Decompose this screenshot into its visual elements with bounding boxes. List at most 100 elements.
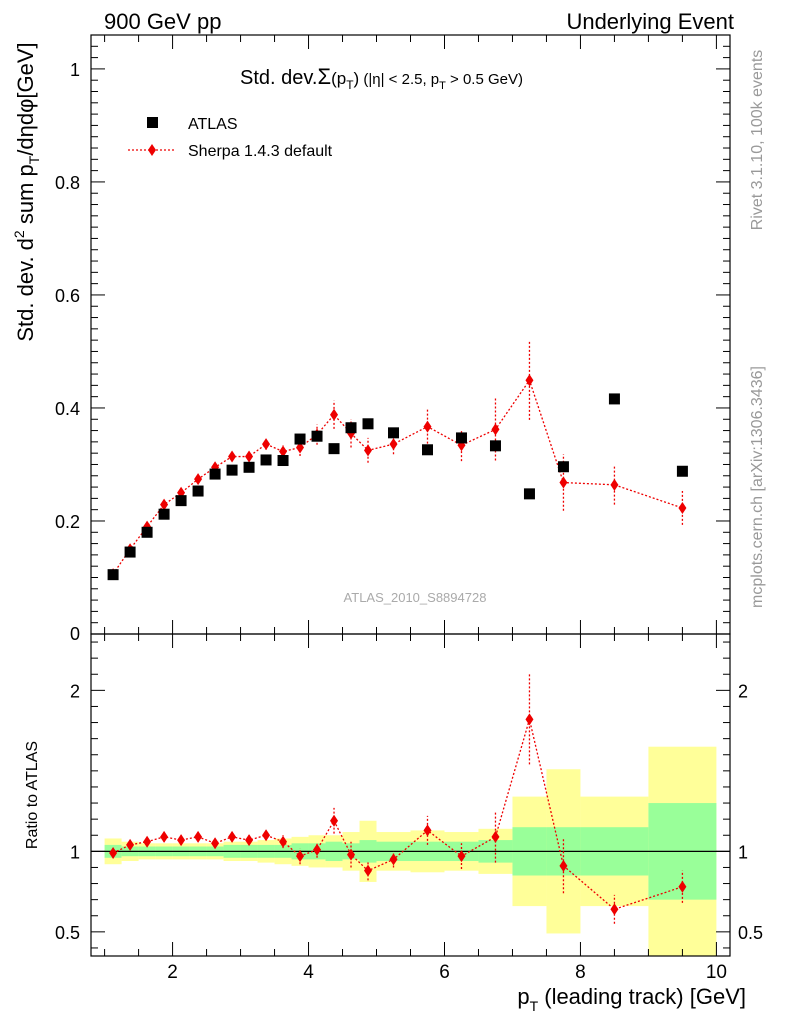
main-y-tick-label: 0.4 [55,399,80,419]
ratio-sherpa-point [525,713,534,726]
main-atlas-point [455,432,467,444]
main-y-axis-label: Std. dev. d2 sum pT/dηdφ[GeV] [11,42,42,341]
ratio-frame [90,633,731,957]
ratio-y-tick-label-right: 1 [738,842,748,862]
ratio-y-axis-label: Ratio to ATLAS [24,741,41,849]
main-atlas-point [192,485,204,497]
header-right: Underlying Event [566,9,734,34]
legend-sherpa-marker [148,144,156,156]
main-atlas-point [243,461,255,473]
header-left: 900 GeV pp [104,9,221,34]
main-axis-ticks [91,35,730,635]
main-atlas-point [294,433,306,445]
ratio-sherpa-point [126,838,135,851]
ratio-sherpa-point [194,830,203,843]
main-frame [90,34,731,635]
ratio-sherpa-point [160,830,169,843]
ratio-y-tick-label-left: 2 [70,681,80,701]
plot-title: Std. dev.Σ(pT) (|η| < 2.5, pT > 0.5 GeV) [240,64,523,92]
ratio-sherpa-point [177,834,186,847]
rivet-version-label: Rivet 3.1.10, 100k events [749,50,766,231]
main-atlas-point [107,569,119,581]
ratio-sherpa-point [245,834,254,847]
mcplots-url-label: mcplots.cern.ch [arXiv:1306.3436] [749,366,766,608]
main-y-tick-label: 0.6 [55,286,80,306]
main-atlas-point [489,440,501,452]
main-sherpa-point [423,420,432,433]
legend-atlas-label: ATLAS [188,116,238,133]
ratio-sherpa-point [228,830,237,843]
legend-sherpa-label: Sherpa 1.4.3 default [188,143,333,160]
x-tick-label: 10 [706,962,727,983]
x-tick-label: 2 [167,962,178,983]
ratio-sherpa-point [313,843,322,856]
main-atlas-point [277,455,289,467]
main-atlas-point [175,495,187,507]
main-y-tick-labels: 0.2 0.4 0.6 0.8 1 [55,60,80,532]
main-sherpa-point [678,501,687,514]
main-sherpa-point [610,478,619,491]
main-atlas-point [523,488,535,500]
ratio-sherpa-point [457,850,466,863]
main-sherpa-point [279,445,288,458]
main-atlas-point [226,464,238,476]
main-sherpa-point [389,438,398,451]
ratio-sherpa-point [143,835,152,848]
analysis-watermark: ATLAS_2010_S8894728 [344,590,487,605]
main-atlas-point [608,393,620,405]
main-sherpa-point [330,408,339,421]
ratio-sherpa-point [109,846,118,859]
y-tick-label-zero: 0 [70,624,80,644]
main-atlas-point [421,444,433,456]
x-tick-label: 4 [303,962,314,983]
main-sherpa-series [109,340,687,581]
ratio-sherpa-point [423,824,432,837]
ratio-sherpa-point [347,848,356,861]
main-sherpa-point [525,374,534,387]
main-atlas-point [328,443,340,455]
main-atlas-series [107,393,688,581]
main-sherpa-point [160,498,169,511]
ratio-sherpa-point [610,903,619,916]
ratio-sherpa-point [491,830,500,843]
main-atlas-point [388,427,400,439]
main-atlas-point [124,546,136,558]
main-sherpa-point [245,450,254,463]
ratio-y-tick-labels: 0.5 0.5 1 1 2 2 [55,681,763,943]
main-sherpa-point [228,450,237,463]
main-sherpa-point [559,476,568,489]
main-atlas-point [676,465,688,477]
ratio-sherpa-point [364,864,373,877]
ratio-sherpa-point [296,850,305,863]
main-atlas-point [311,430,323,442]
ratio-sherpa-point [211,837,220,850]
ratio-y-tick-label-left: 1 [70,842,80,862]
main-atlas-point [260,454,272,466]
ratio-sherpa-point [559,859,568,872]
main-y-tick-label: 0.2 [55,512,80,532]
main-y-tick-label: 1 [70,60,80,80]
main-sherpa-point [262,438,271,451]
ratio-sherpa-point [330,814,339,827]
main-sherpa-point [491,423,500,436]
x-tick-labels: 2 4 6 8 10 [167,962,727,983]
x-tick-label: 6 [439,962,450,983]
ratio-sherpa-series [109,674,687,924]
ratio-y-tick-label-right: 0.5 [738,923,763,943]
ratio-y-tick-label-left: 0.5 [55,923,80,943]
ratio-axis-ticks [91,634,730,956]
ratio-sherpa-point [389,853,398,866]
ratio-sherpa-point [279,835,288,848]
main-atlas-point [209,468,221,480]
ratio-sherpa-point [678,880,687,893]
main-sherpa-point [364,444,373,457]
legend: ATLAS Sherpa 1.4.3 default [128,116,333,160]
main-panel: 0.2 0.4 0.6 0.8 1 0 Std. dev.Σ(pT) (|η| < 2.… [11,34,731,644]
main-sherpa-point [194,473,203,486]
ratio-sherpa-point [262,829,271,842]
legend-atlas-marker [147,117,158,128]
main-y-tick-label: 0.8 [55,173,80,193]
main-atlas-point [141,526,153,538]
x-tick-label: 8 [575,962,586,983]
